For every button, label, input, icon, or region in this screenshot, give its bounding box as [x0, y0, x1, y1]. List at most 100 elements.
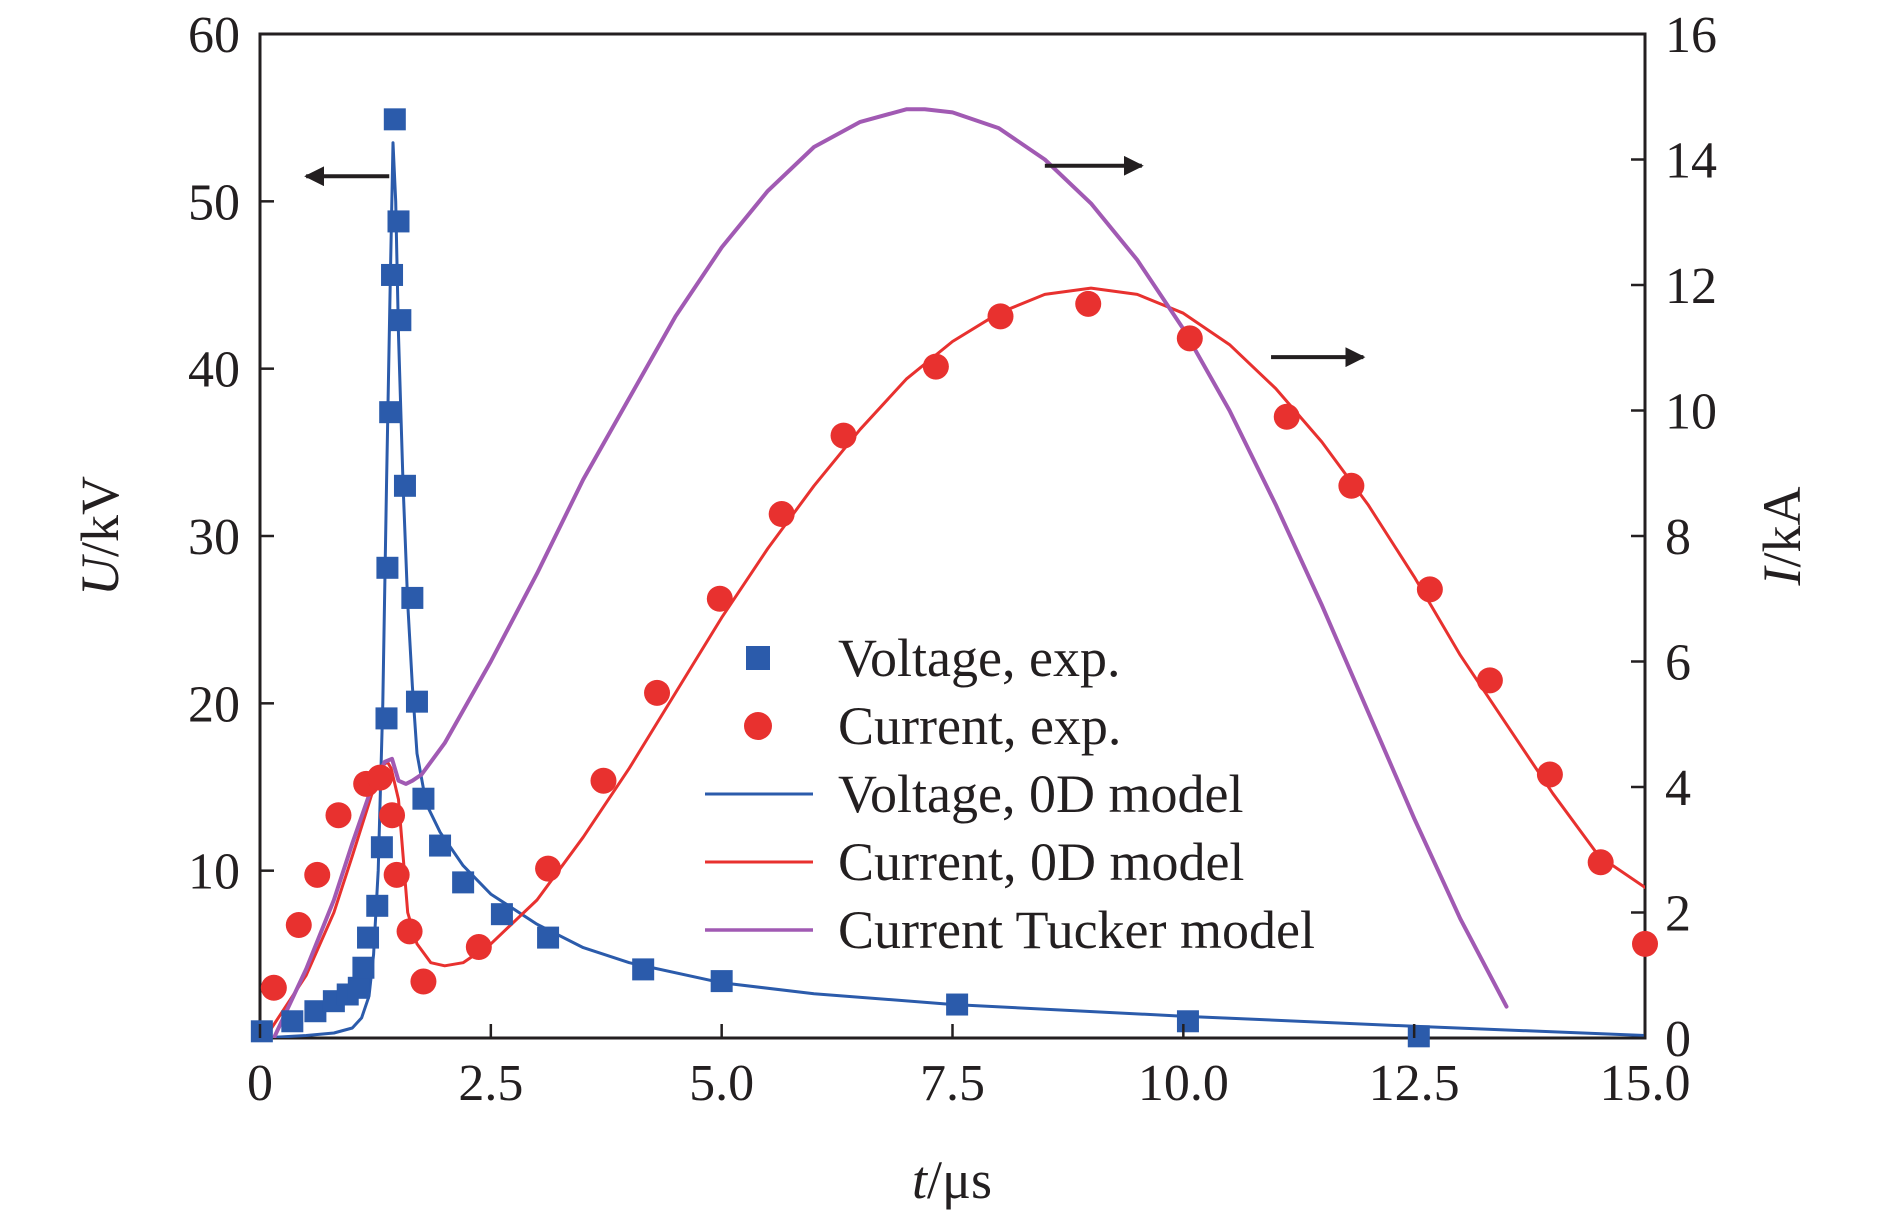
- legend-label-current-tucker: Current Tucker model: [838, 900, 1315, 960]
- data-point-current-exp: [410, 968, 437, 995]
- x-tick-label: 15.0: [1600, 1055, 1691, 1112]
- data-point-current-exp: [1536, 761, 1563, 788]
- data-point-current-exp: [987, 303, 1014, 330]
- data-point-voltage-exp: [1176, 1010, 1199, 1033]
- y-right-tick-label: 8: [1665, 509, 1691, 566]
- data-point-voltage-exp: [281, 1010, 304, 1033]
- y-left-tick-label: 60: [188, 7, 240, 64]
- x-tick-label: 0: [247, 1055, 273, 1112]
- data-point-current-exp: [465, 934, 492, 961]
- data-point-current-exp: [383, 861, 410, 888]
- data-point-voltage-exp: [401, 586, 424, 609]
- legend: Voltage, exp. Current, exp. Voltage, 0D …: [705, 628, 1315, 960]
- data-point-voltage-exp: [393, 474, 416, 497]
- data-point-current-exp: [706, 585, 733, 612]
- x-tick-label: 7.5: [920, 1055, 985, 1112]
- data-point-voltage-exp: [387, 210, 410, 233]
- data-point-voltage-exp: [381, 263, 404, 286]
- y-right-tick-label: 0: [1665, 1011, 1691, 1068]
- data-point-current-exp: [379, 802, 406, 829]
- y-right-axis-title: I/kA: [1752, 487, 1812, 587]
- data-point-current-exp: [768, 501, 795, 528]
- data-point-voltage-exp: [376, 556, 399, 579]
- y-left-tick-label: 30: [188, 509, 240, 566]
- data-point-current-exp: [590, 767, 617, 794]
- y-right-tick-label: 12: [1665, 258, 1717, 315]
- y-right-tick-label: 10: [1665, 384, 1717, 441]
- data-point-current-exp: [1587, 849, 1614, 876]
- data-point-voltage-exp: [452, 871, 475, 894]
- data-point-current-exp: [1075, 290, 1102, 317]
- y-right-tick-label: 6: [1665, 635, 1691, 692]
- series-layer: [260, 107, 1645, 1038]
- y-left-axis-title: U/kV: [70, 476, 130, 596]
- data-point-current-exp: [644, 679, 671, 706]
- y-left-axis-var: U: [70, 554, 130, 596]
- x-tick-label: 5.0: [689, 1055, 754, 1112]
- data-point-voltage-exp: [375, 707, 398, 730]
- legend-label-current-0d: Current, 0D model: [838, 832, 1244, 892]
- data-point-voltage-exp: [352, 956, 375, 979]
- data-point-current-exp: [304, 861, 331, 888]
- y-right-axis-unit: /kA: [1752, 487, 1812, 568]
- series-line-current-0d-model: [267, 286, 1645, 1034]
- data-point-voltage-exp: [405, 690, 428, 713]
- y-left-tick-label: 20: [188, 676, 240, 733]
- data-point-current-exp: [1273, 403, 1300, 430]
- y-right-tick-label: 4: [1665, 760, 1691, 817]
- x-axis-title: t/μs: [912, 1150, 992, 1210]
- data-point-voltage-exp: [429, 834, 452, 857]
- y-left-axis-unit: /kV: [70, 476, 130, 557]
- series-line-current-tucker-model: [271, 107, 1509, 1038]
- x-tick-label: 12.5: [1369, 1055, 1460, 1112]
- data-point-voltage-exp: [304, 1000, 327, 1023]
- legend-label-voltage-0d: Voltage, 0D model: [838, 764, 1243, 824]
- x-tick-label: 10.0: [1138, 1055, 1229, 1112]
- x-tick-label: 2.5: [458, 1055, 523, 1112]
- data-point-voltage-exp: [370, 836, 393, 859]
- annotation-layer: [304, 155, 1366, 368]
- x-axis-var: t: [912, 1150, 929, 1210]
- y-right-tick-label: 2: [1665, 886, 1691, 943]
- data-point-current-exp: [535, 855, 562, 882]
- data-point-current-exp: [922, 353, 949, 380]
- data-point-current-exp: [1176, 325, 1203, 352]
- data-point-voltage-exp: [379, 401, 402, 424]
- y-right-tick-label: 16: [1665, 7, 1717, 64]
- data-point-current-exp: [396, 918, 423, 945]
- data-point-current-exp: [1416, 576, 1443, 603]
- data-point-voltage-exp: [946, 993, 969, 1016]
- data-point-voltage-exp: [383, 108, 406, 131]
- data-point-voltage-exp: [490, 903, 513, 926]
- data-point-voltage-exp: [632, 958, 655, 981]
- data-point-current-exp: [1476, 667, 1503, 694]
- data-point-current-exp: [367, 764, 394, 791]
- y-left-tick-label: 50: [188, 174, 240, 231]
- data-point-voltage-exp: [537, 926, 560, 949]
- data-point-current-exp: [285, 912, 312, 939]
- x-axis-unit: /μs: [927, 1150, 992, 1210]
- data-point-voltage-exp: [389, 309, 412, 332]
- data-point-current-exp: [830, 422, 857, 449]
- tick-layer: 0 2.5 5.0 7.5 10.0 12.5 15.0 10 20 30 40 50 60 0 2 4 6 8 1…: [188, 7, 1717, 1112]
- y-right-tick-label: 14: [1665, 133, 1717, 190]
- data-point-voltage-exp: [366, 894, 389, 917]
- legend-label-voltage-exp: Voltage, exp.: [838, 628, 1120, 688]
- data-point-current-exp: [1338, 472, 1365, 499]
- data-point-voltage-exp: [357, 926, 380, 949]
- y-left-tick-label: 40: [188, 342, 240, 399]
- legend-label-current-exp: Current, exp.: [838, 696, 1121, 756]
- data-point-voltage-exp: [412, 787, 435, 810]
- data-point-current-exp: [325, 802, 352, 829]
- data-point-voltage-exp: [347, 976, 370, 999]
- data-point-voltage-exp: [250, 1020, 273, 1043]
- data-point-current-exp: [1632, 930, 1658, 957]
- data-point-voltage-exp: [710, 970, 733, 993]
- y-left-tick-label: 10: [188, 844, 240, 901]
- data-point-voltage-exp: [1407, 1025, 1430, 1048]
- legend-symbol-current-exp: [744, 712, 772, 740]
- data-point-current-exp: [260, 974, 287, 1001]
- legend-symbol-voltage-exp: [746, 646, 770, 670]
- y-right-axis-var: I: [1752, 564, 1812, 586]
